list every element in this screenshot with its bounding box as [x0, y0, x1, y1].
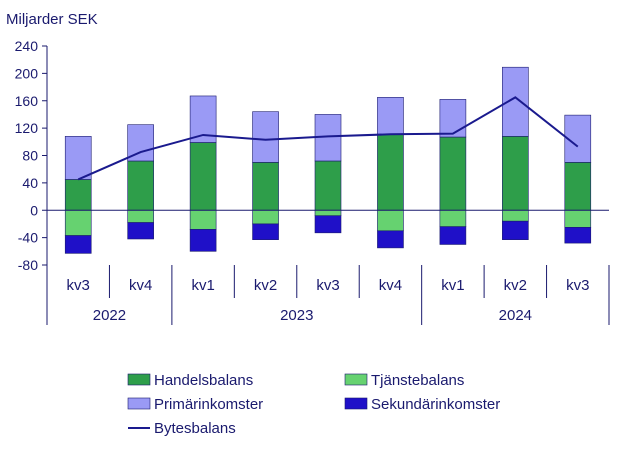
x-tick-label: kv3	[67, 277, 90, 294]
x-tick-label: kv2	[504, 277, 527, 294]
legend-swatch	[344, 397, 368, 410]
balance-line	[77, 96, 579, 181]
bar-tjänstebalans-7	[502, 209, 529, 222]
bar-handelsbalans-0	[64, 179, 92, 211]
bar-sekundärinkomster-3	[252, 223, 279, 240]
legend-label: Tjänstebalans	[371, 372, 464, 389]
bar-handelsbalans-2	[189, 142, 217, 211]
y-tick-label: 0	[30, 202, 38, 218]
legend-label: Sekundärinkomster	[371, 396, 500, 413]
bar-tjänstebalans-4	[314, 209, 342, 217]
x-tick-label: kv4	[129, 277, 152, 294]
legend-label: Bytesbalans	[154, 420, 236, 437]
bar-sekundärinkomster-0	[64, 235, 92, 254]
x-tick-label: kv1	[441, 277, 464, 294]
legend-swatch	[127, 373, 151, 386]
y-tick-label: 40	[22, 175, 38, 191]
bar-tjänstebalans-0	[64, 209, 92, 236]
y-tick-label: -80	[18, 257, 38, 273]
legend-item-tjänstebalans: Tjänstebalans	[344, 372, 464, 389]
x-tick-label: kv4	[379, 277, 402, 294]
year-label: 2024	[499, 307, 532, 324]
bar-sekundärinkomster-2	[189, 229, 217, 252]
bar-tjänstebalans-8	[564, 209, 592, 228]
y-unit-label: Miljarder SEK	[6, 11, 98, 28]
bar-handelsbalans-5	[377, 133, 404, 211]
legend-label: Primärinkomster	[154, 396, 263, 413]
legend: Handelsbalans Tjänstebalans Primärinkomste…	[127, 372, 500, 437]
legend-item-bytesbalans: Bytesbalans	[128, 420, 236, 437]
bar-sekundärinkomster-7	[502, 220, 529, 240]
year-label: 2022	[93, 307, 126, 324]
bar-handelsbalans-4	[314, 160, 342, 211]
x-tick-label: kv1	[191, 277, 214, 294]
y-tick-label: 200	[15, 65, 39, 81]
bar-handelsbalans-1	[127, 160, 154, 211]
bar-handelsbalans-8	[564, 162, 592, 211]
bars	[64, 66, 592, 254]
bar-primärinkomster-3	[252, 111, 279, 163]
x-tick-label: kv3	[566, 277, 589, 294]
y-tick-label: 160	[15, 93, 39, 109]
bar-handelsbalans-7	[502, 136, 529, 211]
legend-swatch	[127, 397, 151, 410]
legend-item-sekundärinkomster: Sekundärinkomster	[344, 396, 500, 413]
legend-item-handelsbalans: Handelsbalans	[127, 372, 253, 389]
bar-tjänstebalans-2	[189, 209, 217, 230]
bar-primärinkomster-6	[439, 99, 467, 138]
legend-item-primärinkomster: Primärinkomster	[127, 396, 263, 413]
y-tick-label: -40	[18, 230, 38, 246]
legend-label: Handelsbalans	[154, 372, 253, 389]
line-bytesbalans	[77, 96, 579, 181]
x-tick-label: kv3	[316, 277, 339, 294]
bar-tjänstebalans-3	[252, 209, 279, 225]
y-tick-label: 120	[15, 120, 39, 136]
bar-sekundärinkomster-6	[439, 226, 467, 245]
axes: -80 -40 0 40 80 120 160 200 240 kv3 kv4 kv1 kv2 kv3 kv…	[15, 38, 610, 325]
bar-sekundärinkomster-8	[564, 227, 592, 244]
bar-primärinkomster-0	[64, 136, 92, 180]
bar-handelsbalans-3	[252, 162, 279, 211]
bar-sekundärinkomster-1	[127, 222, 154, 240]
bar-handelsbalans-6	[439, 136, 467, 211]
bar-sekundärinkomster-4	[314, 215, 342, 234]
legend-swatch	[344, 373, 368, 386]
bar-tjänstebalans-6	[439, 209, 467, 227]
bar-sekundärinkomster-5	[377, 230, 404, 249]
y-tick-label: 80	[22, 148, 38, 164]
y-tick-label: 240	[15, 38, 39, 54]
chart-grid	[42, 45, 47, 266]
bar-tjänstebalans-1	[127, 209, 154, 223]
bar-tjänstebalans-5	[377, 209, 404, 232]
bar-primärinkomster-5	[377, 97, 404, 135]
year-label: 2023	[280, 307, 313, 324]
x-tick-label: kv2	[254, 277, 277, 294]
